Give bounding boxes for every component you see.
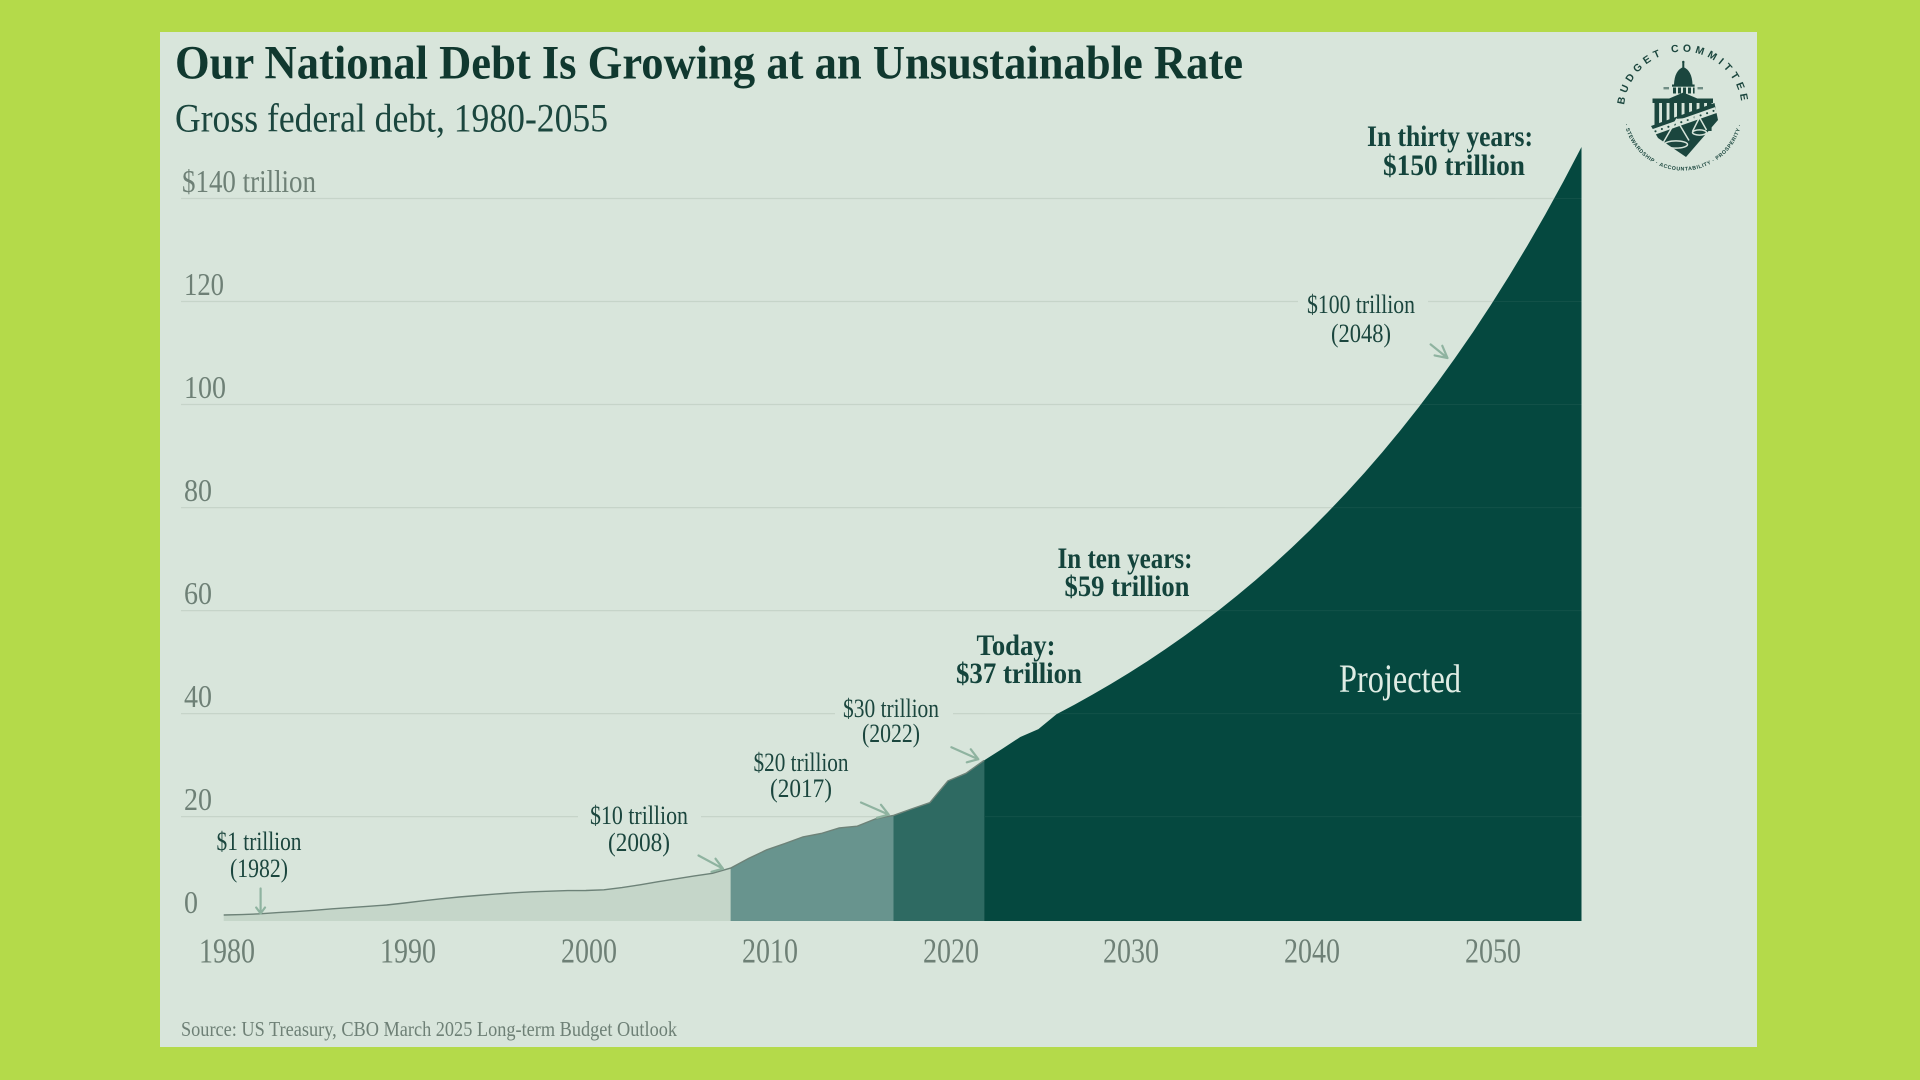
- svg-text:$37 trillion: $37 trillion: [956, 657, 1082, 690]
- svg-text:$59 trillion: $59 trillion: [1065, 570, 1190, 603]
- svg-text:$20 trillion: $20 trillion: [754, 748, 849, 777]
- svg-text:(2017): (2017): [770, 774, 832, 803]
- svg-text:2050: 2050: [1465, 932, 1521, 971]
- svg-text:80: 80: [184, 472, 212, 508]
- svg-text:40: 40: [184, 678, 212, 714]
- svg-text:100: 100: [184, 369, 226, 405]
- svg-text:(2048): (2048): [1331, 319, 1391, 348]
- svg-text:20: 20: [184, 781, 212, 817]
- svg-text:60: 60: [184, 575, 212, 611]
- svg-text:2030: 2030: [1103, 932, 1159, 971]
- svg-text:1980: 1980: [199, 932, 255, 971]
- svg-text:(2008): (2008): [608, 828, 670, 857]
- svg-text:120: 120: [184, 266, 224, 302]
- svg-text:$10 trillion: $10 trillion: [590, 801, 688, 830]
- svg-text:2040: 2040: [1284, 932, 1340, 971]
- svg-text:Projected: Projected: [1339, 656, 1461, 701]
- svg-text:Gross federal debt, 1980-2055: Gross federal debt, 1980-2055: [175, 96, 608, 141]
- svg-text:2010: 2010: [742, 932, 798, 971]
- svg-text:Source: US Treasury, CBO March: Source: US Treasury, CBO March 2025 Long…: [181, 1017, 677, 1041]
- svg-text:In thirty years:: In thirty years:: [1367, 120, 1533, 153]
- svg-text:2000: 2000: [561, 932, 617, 971]
- svg-text:In ten years:: In ten years:: [1058, 542, 1193, 575]
- svg-text:$140 trillion: $140 trillion: [182, 163, 316, 199]
- svg-text:(2022): (2022): [862, 719, 920, 748]
- svg-text:$30 trillion: $30 trillion: [843, 694, 939, 723]
- svg-text:(1982): (1982): [230, 854, 288, 883]
- svg-text:Our National Debt Is Growing a: Our National Debt Is Growing at an Unsus…: [175, 37, 1243, 90]
- svg-text:2020: 2020: [923, 932, 979, 971]
- svg-text:$100 trillion: $100 trillion: [1307, 290, 1415, 319]
- svg-text:$150 trillion: $150 trillion: [1383, 149, 1525, 182]
- svg-text:Today:: Today:: [977, 629, 1056, 662]
- svg-text:$1 trillion: $1 trillion: [217, 827, 302, 856]
- svg-text:0: 0: [184, 884, 198, 920]
- svg-text:1990: 1990: [380, 932, 436, 971]
